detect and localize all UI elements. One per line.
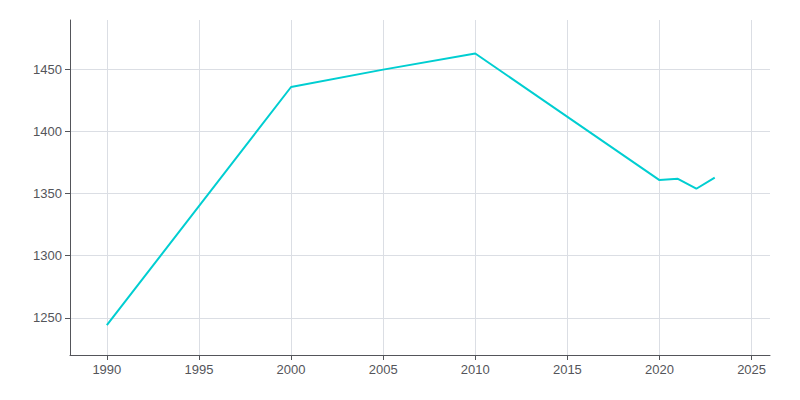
svg-text:2000: 2000: [277, 362, 306, 377]
svg-text:1350: 1350: [33, 186, 62, 201]
svg-text:1400: 1400: [33, 124, 62, 139]
svg-text:1990: 1990: [92, 362, 121, 377]
svg-text:1450: 1450: [33, 62, 62, 77]
svg-text:2015: 2015: [553, 362, 582, 377]
svg-text:1300: 1300: [33, 248, 62, 263]
svg-text:2020: 2020: [645, 362, 674, 377]
svg-text:2010: 2010: [461, 362, 490, 377]
svg-text:2005: 2005: [369, 362, 398, 377]
svg-text:2025: 2025: [737, 362, 766, 377]
svg-text:1250: 1250: [33, 310, 62, 325]
svg-text:1995: 1995: [184, 362, 213, 377]
